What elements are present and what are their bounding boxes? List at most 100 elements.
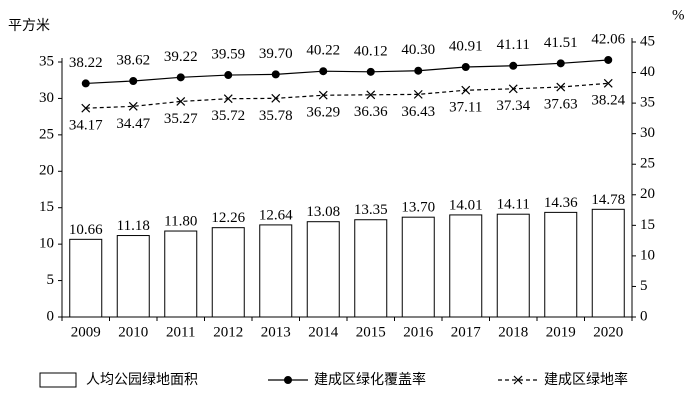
bar-value-label: 14.36 [544,195,578,211]
bar [116,235,150,318]
line-marker [509,61,518,70]
y-tick-label: 0 [47,308,55,324]
bar-value-label: 13.35 [354,202,388,218]
line-marker [224,71,233,80]
y2-tick-label: 30 [640,125,655,141]
x-tick-label: 2015 [356,324,386,340]
line-marker [414,66,423,75]
y-tick-label: 30 [39,90,54,106]
line-value-label: 39.22 [164,49,198,65]
line-marker [366,67,375,76]
x-tick-label: 2010 [118,324,148,340]
line-marker [508,84,518,94]
bar [306,221,340,318]
y2-tick-label: 20 [640,186,655,202]
y-tick-label: 15 [39,199,54,215]
line-value-label: 37.63 [544,96,578,112]
bar [164,230,198,318]
y-tick-label: 10 [39,236,54,252]
legend-label: 建成区绿化覆盖率 [314,371,426,388]
x-tick-label: 2012 [213,324,243,340]
line-value-label: 41.51 [544,35,578,51]
line-value-label: 40.22 [306,43,340,59]
line-marker [176,73,185,82]
line-marker [556,82,566,92]
bar-value-label: 14.78 [591,192,625,208]
line-marker [176,97,186,106]
x-tick-label: 2014 [308,324,339,340]
x-tick-label: 2019 [546,324,576,340]
line-marker [366,90,376,100]
line-value-label: 35.27 [164,111,198,127]
y2-tick-label: 15 [640,217,655,233]
x-tick-label: 2013 [261,324,291,340]
line-value-label: 37.34 [496,98,530,114]
line-marker [81,103,91,113]
x-tick-label: 2018 [498,324,528,340]
y-tick-label: 5 [47,272,55,288]
x-tick-label: 2009 [71,324,101,340]
line-value-label: 36.29 [306,105,340,121]
bar-value-label: 12.26 [211,210,245,226]
line-value-label: 41.11 [497,37,530,53]
line-marker [461,85,471,95]
legend-label: 人均公园绿地面积 [86,372,198,388]
line-value-label: 38.62 [116,52,150,68]
x-tick-label: 2017 [451,324,482,340]
line-value-label: 36.43 [401,104,435,120]
line-value-label: 35.72 [211,108,245,124]
y2-tick-label: 25 [640,156,655,172]
bar [211,227,245,318]
y2-tick-label: 45 [640,33,655,49]
x-tick-label: 2016 [403,324,434,340]
bar [544,211,578,318]
line-marker [318,90,328,100]
y2-axis-label: % [672,7,685,23]
line-marker [556,59,565,68]
line-marker [128,101,138,111]
bar-value-label: 13.08 [306,204,340,220]
bar-value-label: 11.80 [164,213,197,229]
line-value-label: 40.30 [401,42,435,58]
y2-tick-label: 5 [640,278,648,294]
line-marker [319,67,328,76]
y-axis-label: 平方米 [8,18,50,34]
y2-tick-label: 0 [640,308,648,324]
line-marker [223,94,233,104]
bar [496,213,530,318]
line-value-label: 40.91 [449,38,483,54]
bar [69,238,103,318]
line-value-label: 42.06 [591,31,625,47]
line-value-label: 38.22 [69,55,103,71]
y-tick-label: 20 [39,163,54,179]
x-tick-label: 2011 [166,324,195,340]
line [85,82,609,109]
line-value-label: 37.11 [449,100,482,116]
bar [401,216,435,318]
bar [354,219,388,318]
line [85,59,609,85]
line-value-label: 36.36 [354,104,388,120]
x-tick-label: 2020 [593,324,623,340]
legend-marker [284,376,292,384]
legend-label: 建成区绿地率 [544,371,628,388]
line-marker [271,70,280,79]
bar-value-label: 14.01 [449,197,483,213]
y-tick-label: 25 [39,126,54,142]
bar-value-label: 12.64 [259,207,293,223]
y2-tick-label: 35 [640,95,655,111]
bar [449,214,483,318]
line-value-label: 38.24 [591,93,625,109]
y2-tick-label: 40 [640,64,655,80]
line-marker [604,55,613,64]
bar-value-label: 10.66 [69,222,103,238]
line-marker [81,79,90,88]
bar-value-label: 14.11 [497,197,530,213]
line-marker [461,62,470,71]
line-marker [129,76,138,85]
line-value-label: 40.12 [354,43,388,59]
line-value-label: 39.70 [259,46,293,62]
bar [259,224,293,318]
legend-marker [513,375,523,385]
